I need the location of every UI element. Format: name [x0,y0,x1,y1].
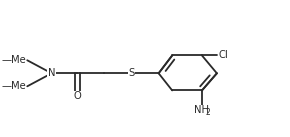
Text: NH: NH [195,105,209,115]
Text: —Me: —Me [1,81,26,91]
Text: 2: 2 [206,108,210,117]
Text: O: O [73,91,81,101]
Text: Cl: Cl [218,51,228,60]
Text: N: N [48,68,55,78]
Text: —Me: —Me [1,55,26,65]
Text: S: S [128,68,135,78]
